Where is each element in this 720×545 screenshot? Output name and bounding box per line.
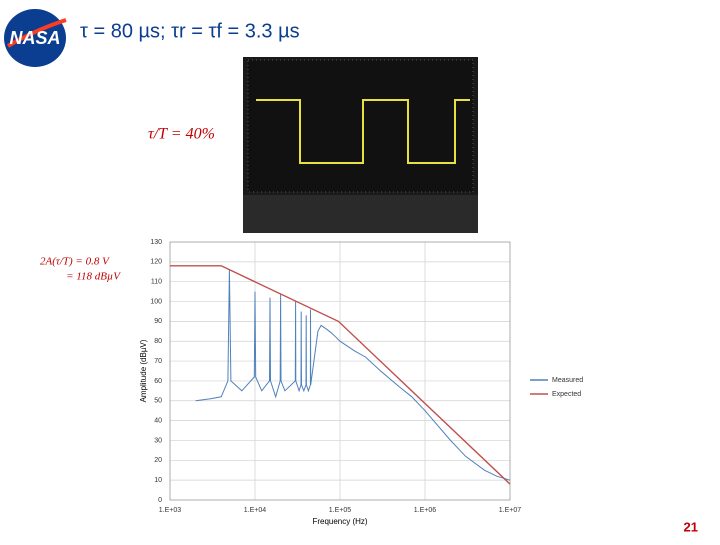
series-line [195, 269, 511, 481]
x-tick-label: 1.E+04 [244, 507, 266, 514]
annotation: τ/T = 40% [148, 126, 215, 143]
annotation: 2A(τ/T) = 0.8 V [40, 256, 110, 268]
scope-info-panel [243, 195, 478, 233]
page-number: 21 [684, 519, 698, 534]
y-tick-label: 40 [154, 417, 162, 424]
y-axis-label: Amplitude (dBµV) [139, 339, 148, 402]
plot-frame [169, 241, 511, 501]
annotation: = 118 dBµV [66, 271, 121, 283]
y-tick-label: 0 [158, 497, 162, 504]
y-tick-label: 10 [154, 477, 162, 484]
series-line [170, 265, 511, 485]
legend-label: Expected [552, 391, 581, 398]
scope-grid [247, 59, 474, 193]
y-tick-label: 100 [150, 298, 162, 305]
y-tick-label: 130 [150, 239, 162, 246]
oscilloscope-image [243, 57, 478, 233]
slide-title: τ = 80 µs; τr = τf = 3.3 µs [80, 20, 300, 42]
x-tick-label: 1.E+03 [159, 507, 181, 514]
x-axis-label: Frequency (Hz) [312, 517, 367, 526]
y-tick-label: 80 [154, 338, 162, 345]
logo-swoosh [6, 18, 67, 48]
y-tick-label: 60 [154, 378, 162, 385]
y-tick-label: 120 [150, 259, 162, 266]
x-tick-label: 1.E+07 [499, 507, 521, 514]
chart-area [137, 233, 592, 537]
legend-label: Measured [552, 377, 583, 384]
nasa-logo: NASA [4, 9, 67, 67]
x-tick-label: 1.E+05 [329, 507, 351, 514]
logo-text: NASA [9, 28, 60, 48]
x-tick-label: 1.E+06 [414, 507, 436, 514]
y-tick-label: 20 [154, 457, 162, 464]
y-tick-label: 70 [154, 358, 162, 365]
y-tick-label: 110 [151, 279, 162, 286]
y-tick-label: 30 [154, 437, 162, 444]
y-tick-label: 90 [154, 318, 162, 325]
y-tick-label: 50 [154, 398, 162, 405]
scope-trace [256, 99, 470, 164]
